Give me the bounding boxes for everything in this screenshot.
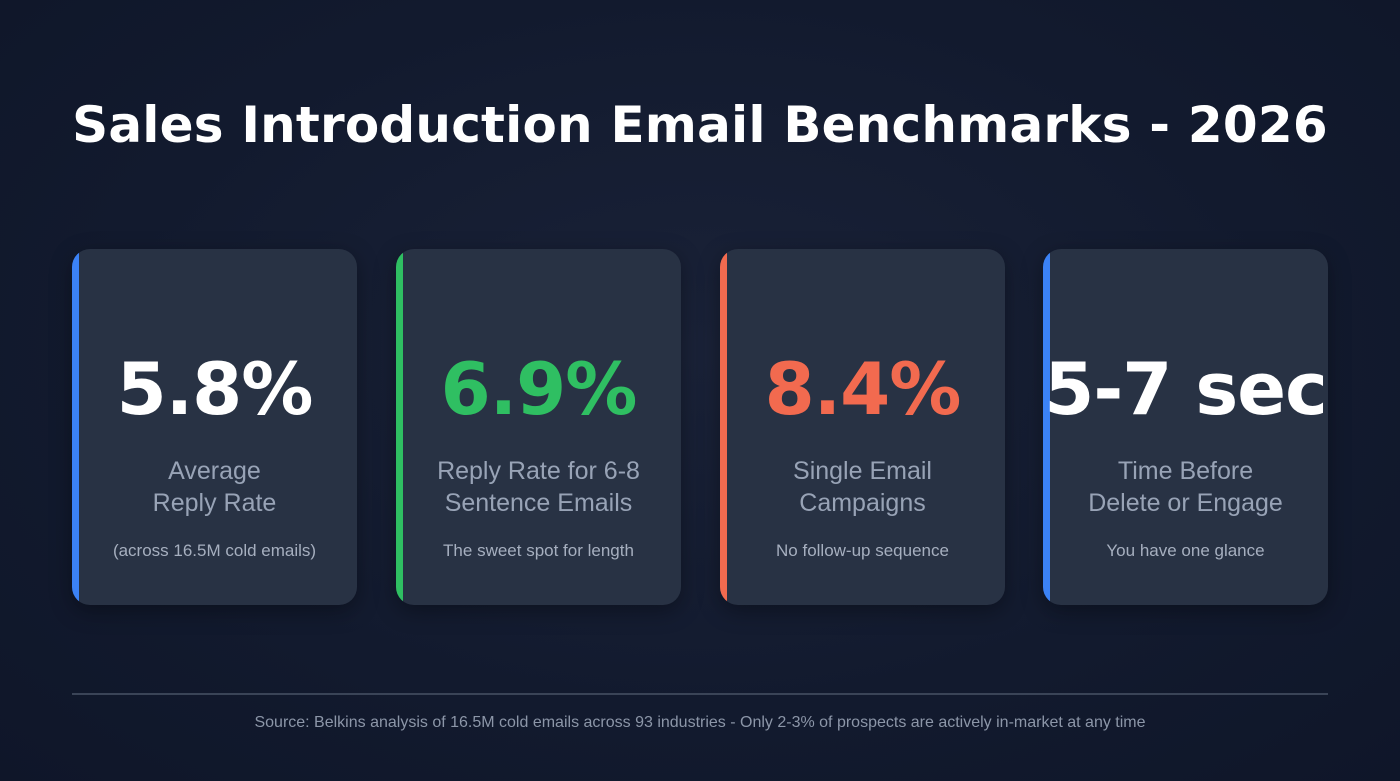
stat-value: 8.4%: [764, 347, 962, 431]
stat-value: 5.8%: [116, 347, 314, 431]
stat-subtext: The sweet spot for length: [443, 541, 634, 560]
stat-label-line2: Sentence Emails: [444, 489, 633, 517]
stat-value: 6.9%: [440, 347, 638, 431]
stat-subtext: (across 16.5M cold emails): [112, 541, 317, 560]
card-accent-bar: [1043, 249, 1050, 605]
page-title: Sales Introduction Email Benchmarks - 20…: [72, 96, 1328, 154]
source-note: Source: Belkins analysis of 16.5M cold e…: [254, 714, 1146, 731]
stat-label-line1: Single Email: [793, 457, 932, 485]
card-accent-bar: [720, 249, 727, 605]
footer-divider: [72, 693, 1328, 695]
stat-card-single-email: 8.4% Single Email Campaigns No follow-up…: [720, 249, 1005, 605]
stat-label-line2: Reply Rate: [152, 489, 277, 517]
stat-label-line1: Reply Rate for 6-8: [437, 457, 640, 485]
stat-label: Single Email Campaigns: [720, 455, 1005, 519]
stat-label: Time Before Delete or Engage: [1043, 455, 1328, 519]
card-accent-bar: [72, 249, 79, 605]
stat-value: 5-7 sec: [1044, 347, 1328, 431]
stat-label-line2: Delete or Engage: [1088, 489, 1283, 517]
stat-card-average-reply-rate: 5.8% Average Reply Rate (across 16.5M co…: [72, 249, 357, 605]
stat-subtext: No follow-up sequence: [776, 541, 949, 560]
stat-label: Reply Rate for 6-8 Sentence Emails: [396, 455, 681, 519]
stat-subtext: You have one glance: [1106, 541, 1265, 560]
stat-card-time-before-delete: 5-7 sec Time Before Delete or Engage You…: [1043, 249, 1328, 605]
stat-label-line1: Average: [168, 457, 261, 485]
stat-label-line1: Time Before: [1117, 457, 1254, 485]
stat-label: Average Reply Rate: [72, 455, 357, 519]
stat-label-line2: Campaigns: [799, 489, 926, 517]
stat-card-sentence-emails: 6.9% Reply Rate for 6-8 Sentence Emails …: [396, 249, 681, 605]
card-accent-bar: [396, 249, 403, 605]
